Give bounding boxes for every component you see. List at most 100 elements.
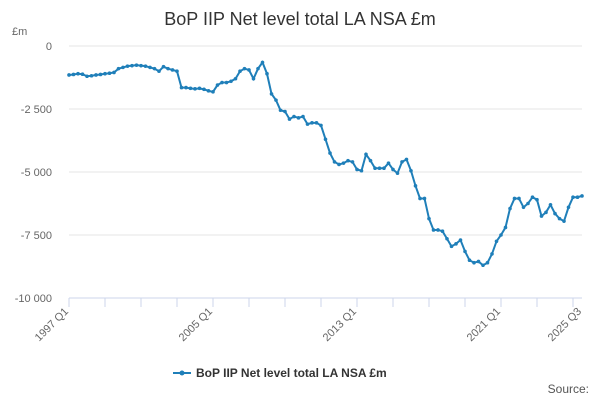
data-point [445,236,449,241]
data-point [89,73,94,78]
data-point [422,196,427,201]
y-tick-label: -2 500 [21,104,52,116]
data-point [184,85,188,90]
data-point [359,168,364,173]
data-point [346,158,350,163]
data-point [580,194,584,198]
data-point [179,85,184,90]
data-point [517,196,521,201]
y-axis-unit-label: £m [12,26,27,38]
data-point [193,87,197,91]
data-point [143,64,148,68]
data-point [368,158,373,163]
data-point [310,121,314,125]
data-point [247,68,251,72]
data-point [166,66,170,71]
data-point [238,69,242,73]
data-point [85,74,89,79]
x-tick-label: 2005 Q1 [177,306,215,344]
data-point [566,205,571,210]
data-point [539,214,544,218]
data-point [521,205,526,210]
data-point [391,167,395,172]
source-label: Source: [548,382,589,396]
x-tick-label: 2013 Q1 [321,306,359,344]
data-point [386,161,391,165]
data-point [508,206,512,211]
data-point [575,195,580,199]
data-point [350,160,355,164]
data-point [485,260,490,265]
data-point [256,66,260,71]
data-point [472,260,476,265]
data-point [224,80,229,85]
data-point [112,70,116,75]
data-point [170,68,175,72]
data-point [98,72,103,77]
data-point [161,64,166,69]
data-point [157,69,161,73]
data-point [283,109,287,114]
data-point [355,167,359,172]
legend[interactable]: BoP IIP Net level total LA NSA £m [173,366,387,380]
y-tick-label: 0 [46,41,52,53]
data-point [215,83,220,87]
data-point [292,114,296,119]
data-point [418,196,422,201]
data-point [103,71,107,76]
legend-marker-symbol [179,370,185,376]
x-tick-label: 1997 Q1 [33,306,71,344]
data-point [328,151,332,155]
data-point [211,90,215,94]
data-point [476,259,481,264]
chart-title: BoP IIP Net level total LA NSA £m [164,9,436,29]
data-point [404,157,409,162]
x-axis-tick-labels: 1997 Q1 2005 Q1 2013 Q1 2021 Q1 2025 Q3 [33,306,584,344]
data-point [553,211,557,216]
series-group [67,60,584,268]
data-point [337,162,341,167]
y-tick-label: -10 000 [15,293,52,305]
data-point [260,60,265,65]
data-point [206,89,211,93]
data-point [481,263,485,268]
data-point [107,71,112,76]
data-point [80,72,85,77]
data-point [571,195,575,199]
data-point [319,123,323,128]
data-point [440,229,445,234]
x-tick-label: 2025 Q3 [546,306,584,344]
data-point [287,117,292,121]
data-point [526,201,530,206]
data-point [341,161,346,165]
data-point [449,244,454,249]
legend-label: BoP IIP Net level total LA NSA £m [196,366,387,380]
data-point [395,171,400,176]
data-point [454,242,458,246]
data-point [544,210,548,215]
data-point [76,71,80,76]
data-point [278,108,283,113]
y-tick-label: -5 000 [21,167,52,179]
data-point [242,66,247,71]
data-point [251,76,256,81]
data-point [121,65,125,70]
data-point [535,197,539,202]
data-point [188,86,193,91]
y-axis-tick-labels: 0 -2 500 -5 000 -7 500 -10 000 [15,41,52,305]
data-point [175,69,179,73]
data-point [467,258,472,263]
data-point [373,166,377,171]
data-point [197,86,202,91]
y-tick-label: -7 500 [21,230,52,242]
data-point [494,239,499,244]
data-point [94,73,98,77]
data-point [409,168,413,173]
data-point [490,252,494,256]
data-point [125,64,130,68]
gridlines [69,45,582,236]
data-point [116,66,121,71]
data-point [562,219,566,223]
data-point [548,202,553,207]
data-point [71,72,76,77]
